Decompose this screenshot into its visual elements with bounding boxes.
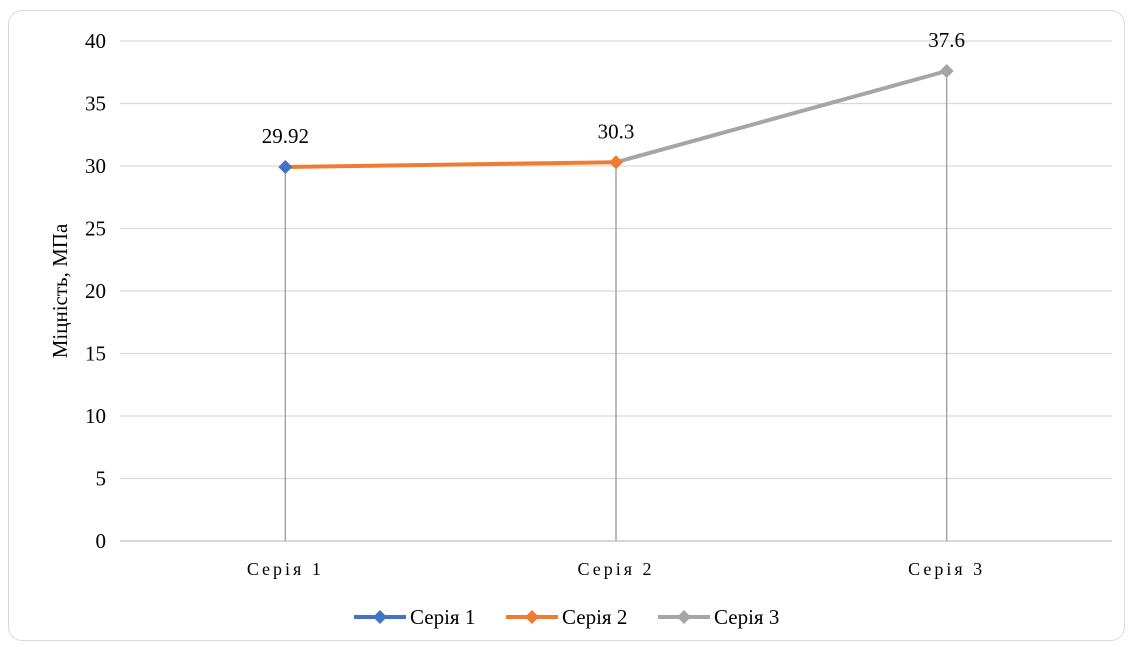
marker-1	[278, 160, 293, 174]
y-tick-label: 0	[96, 529, 107, 553]
series-lines	[283, 69, 949, 169]
y-tick-label: 25	[85, 217, 106, 241]
y-tick-label: 20	[85, 279, 106, 303]
y-tick-label: 5	[96, 467, 107, 491]
marker-3	[939, 64, 954, 78]
data-labels: 29.92 30.3 37.6	[262, 28, 965, 148]
legend-label-3: Серія 3	[714, 605, 779, 629]
series-markers	[278, 64, 954, 174]
chart-frame	[8, 10, 1125, 641]
data-label-2: 30.3	[598, 119, 635, 143]
x-tick-label-2: Серія 2	[578, 559, 655, 579]
x-tick-label-1: Серія 1	[247, 559, 324, 579]
legend-marker-2	[525, 610, 539, 624]
drop-lines	[284, 71, 948, 541]
legend-label-2: Серія 2	[562, 605, 627, 629]
series-line-3	[614, 69, 949, 165]
legend-label-1: Серія 1	[410, 605, 475, 629]
data-label-1: 29.92	[262, 124, 309, 148]
x-tick-labels: Серія 1 Серія 2 Серія 3	[247, 559, 985, 579]
data-label-3: 37.6	[928, 28, 965, 52]
legend-marker-3	[677, 610, 691, 624]
x-tick-label-3: Серія 3	[908, 559, 985, 579]
marker-2	[609, 155, 623, 170]
y-axis-title: Міцність, МПа	[48, 223, 72, 358]
y-tick-label: 10	[85, 404, 106, 428]
legend-marker-1	[373, 610, 387, 624]
y-tick-label: 30	[85, 154, 106, 178]
y-tick-label: 40	[85, 29, 106, 53]
y-tick-label: 35	[85, 92, 106, 116]
series-line-2	[283, 160, 618, 169]
y-tick-label: 15	[85, 342, 106, 366]
legend: Серія 1 Серія 2 Серія 3	[354, 605, 779, 629]
y-tick-labels: 0 5 10 15 20 25 30 35 40	[85, 29, 106, 553]
